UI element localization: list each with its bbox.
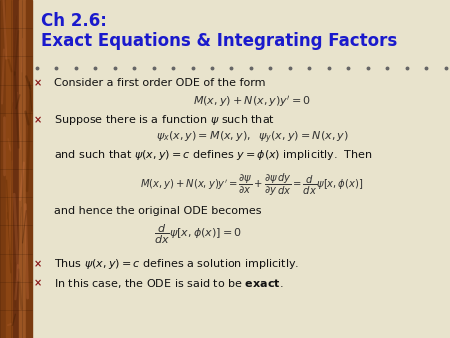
Text: and hence the original ODE becomes: and hence the original ODE becomes <box>54 206 261 216</box>
Text: Ch 2.6:: Ch 2.6: <box>41 12 107 30</box>
Bar <box>19 0 26 338</box>
Text: $M(x,y)+N(x,y)y'=\dfrac{\partial\psi}{\partial x}+\dfrac{\partial\psi}{\partial : $M(x,y)+N(x,y)y'=\dfrac{\partial\psi}{\p… <box>140 172 364 198</box>
Text: ×: × <box>34 259 42 269</box>
Text: Consider a first order ODE of the form: Consider a first order ODE of the form <box>54 78 266 88</box>
Bar <box>0 0 6 338</box>
Text: ×: × <box>34 278 42 288</box>
Text: ×: × <box>34 78 42 88</box>
Text: Exact Equations & Integrating Factors: Exact Equations & Integrating Factors <box>41 32 398 50</box>
Text: $\dfrac{d}{dx}\psi[x,\phi(x)]=0$: $\dfrac{d}{dx}\psi[x,\phi(x)]=0$ <box>154 222 242 246</box>
Text: $\psi_x(x,y)=M(x,y),\;\;\psi_y(x,y)=N(x,y)$: $\psi_x(x,y)=M(x,y),\;\;\psi_y(x,y)=N(x,… <box>156 130 348 146</box>
Bar <box>26 0 32 338</box>
Text: $M(x,y)+N(x,y)y'=0$: $M(x,y)+N(x,y)y'=0$ <box>193 94 311 109</box>
Text: and such that $\psi(x,y)=c$ defines $y=\phi(x)$ implicitly.  Then: and such that $\psi(x,y)=c$ defines $y=\… <box>54 148 373 163</box>
Text: Thus $\psi(x,y)=c$ defines a solution implicitly.: Thus $\psi(x,y)=c$ defines a solution im… <box>54 257 299 271</box>
Text: In this case, the ODE is said to be $\mathbf{exact}$.: In this case, the ODE is said to be $\ma… <box>54 277 284 290</box>
Text: Suppose there is a function $\psi$ such that: Suppose there is a function $\psi$ such … <box>54 113 275 127</box>
Text: ×: × <box>34 115 42 125</box>
Bar <box>6 0 13 338</box>
Bar <box>13 0 19 338</box>
